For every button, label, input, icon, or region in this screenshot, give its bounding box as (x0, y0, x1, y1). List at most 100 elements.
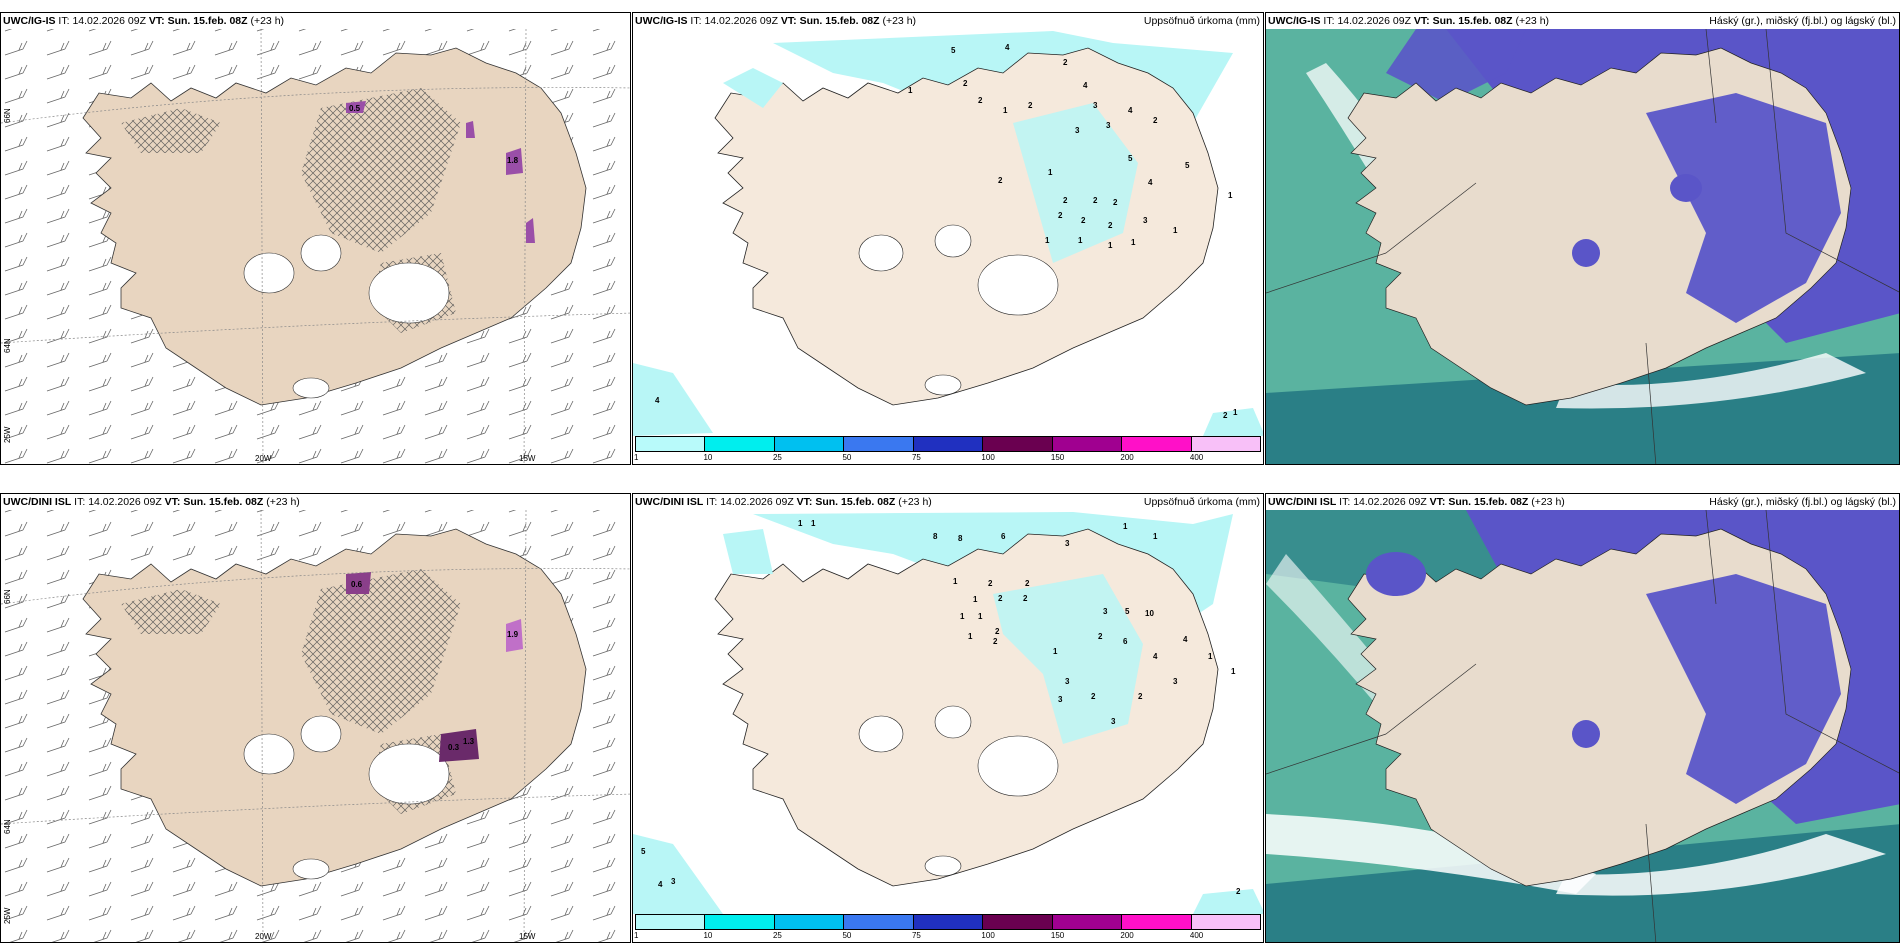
snow-label: 1.9 (507, 630, 519, 639)
colorbar-tick: 400 (1189, 931, 1204, 940)
colorbar-seg (844, 915, 914, 929)
svg-text:2: 2 (1025, 579, 1030, 588)
svg-text:1: 1 (1131, 238, 1136, 247)
svg-text:2: 2 (1113, 198, 1118, 207)
svg-text:3: 3 (1143, 216, 1148, 225)
svg-text:2: 2 (1063, 196, 1068, 205)
lon-label-15w: 15W (519, 932, 536, 941)
svg-text:1: 1 (811, 519, 816, 528)
precip-map: 1 1 8 8 6 3 1 1 1 2 2 1 2 2 1 1 2 2 3 5 … (633, 512, 1263, 914)
colorbar-tick: 50 (842, 453, 852, 462)
colorbar-seg (1191, 915, 1260, 929)
svg-text:1: 1 (1048, 168, 1053, 177)
svg-text:1: 1 (1208, 652, 1213, 661)
svg-text:1: 1 (1228, 191, 1233, 200)
svg-text:1: 1 (968, 632, 973, 641)
svg-text:6: 6 (1123, 637, 1128, 646)
colorbar-seg (705, 915, 775, 929)
colorbar-seg (636, 915, 706, 929)
svg-text:1: 1 (1153, 532, 1158, 541)
colorbar-tick: 100 (981, 931, 995, 940)
precip-title: Uppsöfnuð úrkoma (mm) (1143, 496, 1260, 508)
precip-values: 5 4 2 4 1 2 2 2 1 3 4 3 2 3 5 5 4 2 1 2 … (655, 43, 1238, 420)
svg-text:1: 1 (1045, 236, 1050, 245)
colorbar-seg (1191, 437, 1260, 451)
svg-text:3: 3 (1075, 126, 1080, 135)
svg-text:2: 2 (1153, 116, 1158, 125)
svg-text:1: 1 (1003, 106, 1008, 115)
colorbar-seg (1122, 437, 1192, 451)
svg-text:2: 2 (998, 176, 1003, 185)
panel-precip-bottom: UWC/DINI ISL IT: 14.02.2026 09Z VT: Sun.… (632, 493, 1264, 943)
colorbar-seg (913, 437, 984, 451)
precip-title: Uppsöfnuð úrkoma (mm) (1143, 15, 1260, 27)
colorbar-seg (705, 437, 775, 451)
svg-text:2: 2 (995, 627, 1000, 636)
colorbar-seg (774, 437, 845, 451)
svg-text:8: 8 (958, 534, 963, 543)
lat-label-66n: 66N (3, 108, 12, 123)
precip-map: 5 4 2 4 1 2 2 2 1 3 4 3 2 3 5 5 4 2 1 2 … (633, 31, 1263, 436)
svg-text:4: 4 (1005, 43, 1010, 52)
svg-text:2: 2 (998, 594, 1003, 603)
svg-text:6: 6 (1001, 532, 1006, 541)
svg-text:2: 2 (988, 579, 993, 588)
svg-text:1: 1 (1123, 522, 1128, 531)
colorbar-seg (913, 915, 984, 929)
svg-text:5: 5 (951, 46, 956, 55)
svg-text:2: 2 (1093, 196, 1098, 205)
cloud-map (1266, 509, 1899, 942)
cloud-title: Háský (gr.), miðský (fj.bl.) og lágský (… (1709, 496, 1896, 508)
svg-text:5: 5 (1125, 607, 1130, 616)
colorbar-tick: 150 (1050, 931, 1065, 940)
panel-title: UWC/IG-IS IT: 14.02.2026 09Z VT: Sun. 15… (1268, 15, 1550, 27)
colorbar-tick: 150 (1050, 453, 1065, 462)
panel-wind-top: UWC/IG-IS IT: 14.02.2026 09Z VT: Sun. 15… (0, 12, 631, 465)
svg-text:5: 5 (1185, 161, 1190, 170)
svg-text:3: 3 (1106, 121, 1111, 130)
snow-label: 0.6 (351, 580, 363, 589)
svg-text:4: 4 (1183, 635, 1188, 644)
svg-text:1: 1 (1078, 236, 1083, 245)
svg-text:1: 1 (798, 519, 803, 528)
panel-title: UWC/IG-IS IT: 14.02.2026 09Z VT: Sun. 15… (3, 15, 285, 27)
colorbar-tick: 25 (772, 931, 782, 940)
panel-wind-bottom: UWC/DINI ISL IT: 14.02.2026 09Z VT: Sun.… (0, 493, 631, 943)
cloud-map (1266, 28, 1899, 464)
wind-map: 0.6 1.9 0.3 1.3 (1, 509, 630, 942)
panel-title: UWC/DINI ISL IT: 14.02.2026 09Z VT: Sun.… (3, 496, 300, 508)
svg-text:1: 1 (953, 577, 958, 586)
colorbar-seg (774, 915, 845, 929)
colorbar-seg (1122, 915, 1192, 929)
svg-text:4: 4 (1083, 81, 1088, 90)
svg-text:3: 3 (1173, 677, 1178, 686)
svg-text:2: 2 (1091, 692, 1096, 701)
lat-label-66n: 66N (3, 589, 12, 604)
svg-text:1: 1 (908, 86, 913, 95)
panel-cloud-top: UWC/IG-IS IT: 14.02.2026 09Z VT: Sun. 15… (1265, 12, 1900, 465)
cloud-title: Háský (gr.), miðský (fj.bl.) og lágský (… (1709, 15, 1896, 27)
colorbar-tick: 1 (634, 453, 639, 462)
svg-text:2: 2 (1028, 101, 1033, 110)
precip-values: 1 1 8 8 6 3 1 1 1 2 2 1 2 2 1 1 2 2 3 5 … (641, 519, 1241, 896)
svg-text:1: 1 (973, 595, 978, 604)
lon-label-20w: 20W (255, 454, 272, 463)
colorbar-seg (636, 437, 706, 451)
colorbar-seg (1052, 437, 1123, 451)
colorbar-seg (983, 915, 1053, 929)
wind-map: 0.5 1.8 (1, 28, 630, 464)
colorbar-seg (983, 437, 1053, 451)
snow-label: 1.3 (463, 737, 475, 746)
svg-text:2: 2 (1063, 58, 1068, 67)
svg-text:2: 2 (978, 96, 983, 105)
lat-label-25w: 25W (3, 907, 12, 924)
snow-label: 0.3 (448, 743, 460, 752)
colorbar-tick: 1 (634, 931, 639, 940)
svg-text:2: 2 (1058, 211, 1063, 220)
panel-title: UWC/DINI ISL IT: 14.02.2026 09Z VT: Sun.… (1268, 496, 1565, 508)
lat-label-64n: 64N (3, 819, 12, 834)
precip-colorbar: 1 10 25 50 75 100 150 200 400 (633, 434, 1263, 464)
svg-text:1: 1 (1233, 408, 1238, 417)
svg-text:4: 4 (1148, 178, 1153, 187)
svg-text:4: 4 (658, 880, 663, 889)
